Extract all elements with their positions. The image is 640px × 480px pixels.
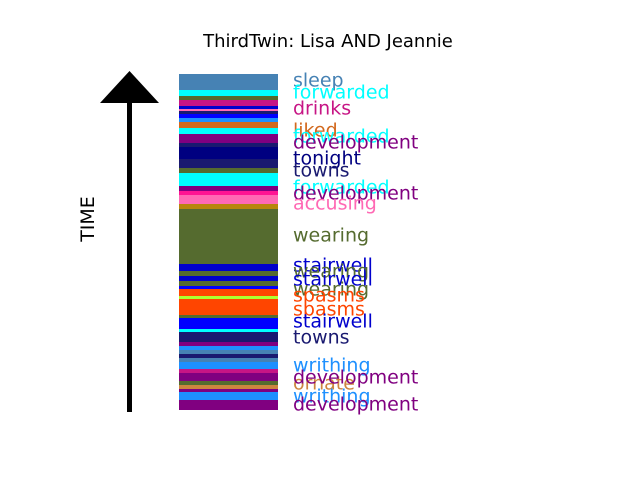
segment-label: development <box>293 182 419 205</box>
timeline-segment <box>179 195 278 204</box>
timeline-segment <box>179 354 278 358</box>
time-arrow-shaft <box>127 100 132 412</box>
timeline-bar <box>179 74 278 410</box>
segment-label: towns <box>293 159 350 182</box>
timeline-segment <box>179 296 278 299</box>
segment-label: writhing <box>293 385 371 408</box>
timeline-segment <box>179 122 278 128</box>
timeline-segment <box>179 143 278 147</box>
segment-label: stairwell <box>293 254 373 277</box>
timeline-segment <box>179 318 278 329</box>
timeline-segment <box>179 299 278 315</box>
timeline-segment <box>179 159 278 168</box>
timeline-segment <box>179 281 278 286</box>
segment-label: drinks <box>293 97 352 120</box>
timeline-segment <box>179 358 278 362</box>
segment-label: wearing <box>293 260 370 283</box>
timeline-segment <box>179 109 278 111</box>
segment-label: development <box>293 366 419 389</box>
timeline-segment <box>179 373 278 381</box>
timeline-segment <box>179 168 278 173</box>
timeline-segment <box>179 342 278 346</box>
timeline-segment <box>179 128 278 134</box>
segment-label: accusing <box>293 192 377 215</box>
segment-label: spasms <box>293 284 365 307</box>
timeline-segment <box>179 392 278 400</box>
timeline-segment <box>179 286 278 289</box>
timeline-segment <box>179 400 278 410</box>
timeline-segment <box>179 90 278 96</box>
timeline-segment <box>179 332 278 342</box>
timeline-segment <box>179 114 278 118</box>
timeline-segment <box>179 276 278 281</box>
timeline-segment <box>179 191 278 195</box>
timeline-segment <box>179 111 278 114</box>
timeline-segment <box>179 289 278 296</box>
segment-label: development <box>293 393 419 416</box>
segment-label: wearing <box>293 278 370 301</box>
segment-label: writhing <box>293 354 371 377</box>
timeline-segment <box>179 204 278 209</box>
timeline-segment <box>179 315 278 318</box>
timeline-segment <box>179 96 278 100</box>
timeline-segment <box>179 118 278 122</box>
time-arrow <box>100 71 159 412</box>
timeline-segment <box>179 134 278 143</box>
timeline-segment <box>179 389 278 392</box>
time-arrow-head <box>100 71 159 103</box>
segment-label: spasms <box>293 298 365 321</box>
segment-label: ornate <box>293 372 355 395</box>
segment-label: tonight <box>293 147 361 170</box>
timeline-segment <box>179 271 278 276</box>
segment-label: forwarded <box>293 81 390 104</box>
timeline-segment <box>179 177 278 186</box>
segment-label: forwarded <box>293 176 390 199</box>
timeline-segment <box>179 346 278 350</box>
timeline-segment <box>179 385 278 389</box>
segment-label: forwarded <box>293 125 390 148</box>
chart-title: ThirdTwin: Lisa AND Jeannie <box>203 31 453 52</box>
segment-label: development <box>293 131 419 154</box>
timeline-segment <box>179 173 278 177</box>
segment-label: liked <box>293 119 338 142</box>
timeline-segment <box>179 329 278 332</box>
segment-label: wearing <box>293 224 370 247</box>
timeline-segment <box>179 147 278 159</box>
timeline-segment <box>179 186 278 191</box>
timeline-segment <box>179 264 278 271</box>
timeline-segment <box>179 106 278 109</box>
timeline-segment <box>179 369 278 373</box>
timeline-segment <box>179 100 278 106</box>
timeline-segment <box>179 350 278 354</box>
timeline-segment <box>179 381 278 385</box>
timeline-segment <box>179 74 278 90</box>
segment-label: towns <box>293 326 350 349</box>
segment-label: stairwell <box>293 268 373 291</box>
segment-label: sleep <box>293 69 344 92</box>
timeline-segment <box>179 209 278 264</box>
timeline-segment <box>179 362 278 369</box>
segment-label: stairwell <box>293 310 373 333</box>
